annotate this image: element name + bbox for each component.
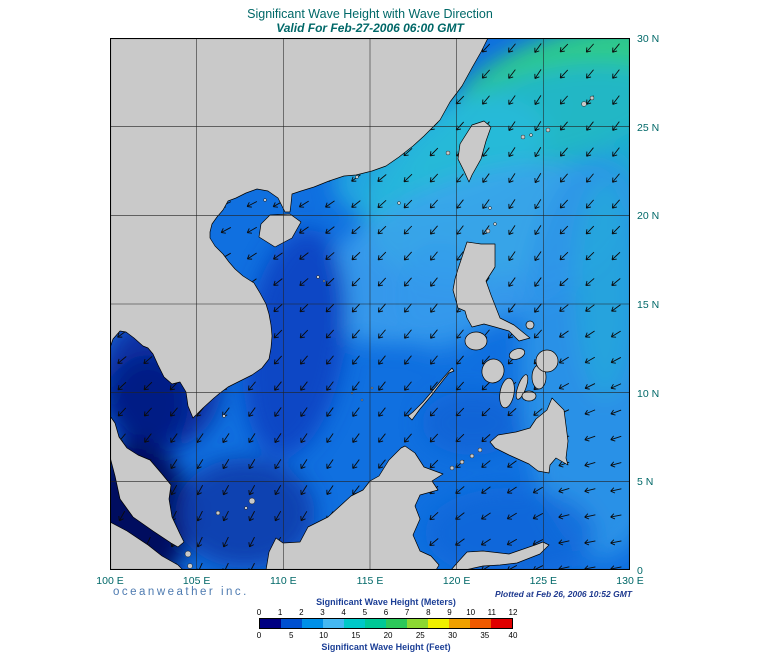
meters-tick: 5 [362, 608, 368, 617]
colorbar-segment [344, 619, 365, 628]
colorbar-segment [323, 619, 344, 628]
feet-tick: 40 [508, 631, 518, 640]
colorbar-segment [386, 619, 407, 628]
oceanweather-brand-text: oceanweather inc. [113, 586, 249, 598]
meters-tick: 9 [447, 608, 452, 617]
wave-map-svg [109, 37, 631, 571]
legend-colorbar [259, 618, 513, 629]
lat-tick-label: 10 N [637, 387, 660, 400]
colorbar-segment [491, 619, 512, 628]
legend-feet-label: Significant Wave Height (Feet) [321, 642, 451, 652]
plotted-timestamp: Plotted at Feb 26, 2006 10:52 GMT [495, 589, 632, 599]
meters-tick: 2 [299, 608, 304, 617]
graticule [110, 38, 630, 570]
feet-tick: 30 [448, 631, 457, 640]
meters-tick: 10 [466, 608, 476, 617]
feet-tick: 10 [319, 631, 328, 640]
map-border [109, 37, 631, 571]
colorbar-segment [449, 619, 470, 628]
meters-tick: 11 [487, 608, 496, 617]
meters-tick: 12 [508, 608, 518, 617]
lon-tick-label: 120 E [442, 575, 471, 587]
colorbar-segment [281, 619, 302, 628]
colorbar-segment [470, 619, 491, 628]
meters-tick: 8 [426, 608, 431, 617]
meters-tick: 4 [341, 608, 346, 617]
feet-tick: 0 [256, 631, 262, 640]
feet-tick: 35 [480, 631, 490, 640]
feet-tick: 5 [289, 631, 294, 640]
lon-tick-label: 110 E [269, 575, 297, 587]
lat-tick-label: 15 N [637, 299, 660, 311]
feet-tick: 20 [383, 631, 393, 640]
colorbar-segment [407, 619, 428, 628]
feet-tick: 25 [415, 631, 425, 640]
meters-tick: 3 [320, 608, 325, 617]
feet-tick: 15 [351, 631, 361, 640]
wave-map [109, 37, 631, 571]
lon-tick-label: 100 E [96, 575, 124, 587]
lon-tick-label: 105 E [182, 575, 211, 587]
lat-tick-label: 30 N [637, 33, 660, 45]
lat-tick-label: 5 N [637, 476, 654, 489]
colorbar-segment [365, 619, 386, 628]
chart-subtitle: Valid For Feb-27-2006 06:00 GMT [276, 21, 464, 35]
chart-title: Significant Wave Height with Wave Direct… [247, 7, 493, 21]
colorbar-segment [302, 619, 323, 628]
meters-tick: 6 [383, 608, 389, 617]
meters-tick: 1 [277, 608, 283, 617]
lon-tick-label: 130 E [616, 575, 644, 587]
lon-tick-label: 115 E [356, 575, 384, 587]
legend-meters-label: Significant Wave Height (Meters) [316, 597, 456, 607]
lat-tick-label: 25 N [637, 121, 660, 134]
meters-tick: 7 [404, 608, 410, 617]
lat-tick-label: 0 [637, 565, 643, 577]
colorbar-segment [260, 619, 281, 628]
lat-tick-label: 20 N [637, 210, 660, 223]
colorbar-segment [428, 619, 449, 628]
meters-tick: 0 [256, 608, 262, 617]
lon-tick-label: 125 E [529, 575, 558, 587]
